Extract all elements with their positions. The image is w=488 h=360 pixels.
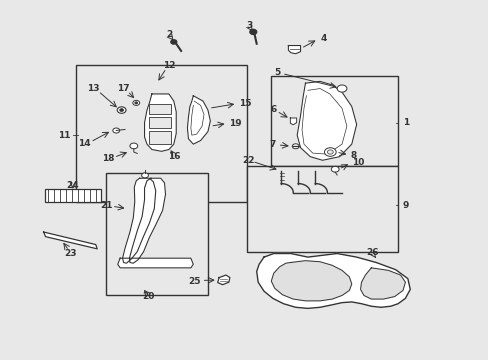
- Text: 12: 12: [163, 61, 175, 70]
- Polygon shape: [129, 178, 165, 263]
- Polygon shape: [290, 118, 296, 125]
- Text: 14: 14: [78, 139, 91, 148]
- Circle shape: [324, 148, 335, 156]
- Text: 8: 8: [350, 151, 356, 160]
- Circle shape: [113, 128, 120, 133]
- Text: 9: 9: [402, 201, 408, 210]
- Polygon shape: [122, 178, 156, 263]
- Circle shape: [120, 109, 123, 112]
- Text: 19: 19: [228, 119, 241, 128]
- Polygon shape: [288, 45, 300, 54]
- Circle shape: [142, 173, 148, 178]
- Polygon shape: [43, 232, 97, 249]
- Text: 3: 3: [246, 21, 252, 30]
- Text: 24: 24: [66, 181, 79, 190]
- Text: 15: 15: [238, 99, 251, 108]
- Polygon shape: [144, 94, 176, 151]
- Text: 1: 1: [402, 118, 408, 127]
- Circle shape: [327, 150, 332, 154]
- Circle shape: [135, 102, 138, 104]
- Bar: [149, 131, 171, 144]
- Circle shape: [170, 40, 176, 44]
- Polygon shape: [271, 261, 351, 301]
- Bar: [76, 65, 246, 202]
- Text: 23: 23: [64, 249, 77, 258]
- Bar: [149, 104, 171, 114]
- Circle shape: [249, 30, 256, 35]
- Text: 11: 11: [58, 131, 70, 140]
- Circle shape: [292, 144, 299, 149]
- Polygon shape: [256, 253, 409, 309]
- Text: 18: 18: [102, 154, 114, 163]
- Polygon shape: [118, 258, 193, 268]
- Text: 13: 13: [87, 84, 100, 93]
- Polygon shape: [360, 268, 405, 299]
- Text: 7: 7: [269, 140, 275, 149]
- Bar: [246, 166, 397, 252]
- Polygon shape: [187, 96, 210, 144]
- Text: 16: 16: [167, 152, 180, 161]
- Circle shape: [336, 85, 346, 92]
- Text: 10: 10: [351, 158, 364, 167]
- Polygon shape: [217, 275, 229, 285]
- Text: 6: 6: [270, 105, 276, 114]
- Text: 4: 4: [320, 34, 326, 43]
- Text: 22: 22: [242, 156, 254, 165]
- Text: 2: 2: [165, 30, 172, 39]
- Text: 17: 17: [117, 84, 130, 93]
- Text: 21: 21: [101, 201, 113, 210]
- Text: 26: 26: [366, 248, 378, 257]
- Text: 25: 25: [188, 276, 200, 285]
- Bar: [44, 189, 101, 202]
- Circle shape: [130, 143, 138, 149]
- Bar: [271, 76, 397, 166]
- Circle shape: [117, 107, 126, 113]
- Bar: [149, 117, 171, 128]
- Text: 20: 20: [142, 292, 154, 301]
- Circle shape: [133, 100, 140, 105]
- Bar: [105, 173, 207, 295]
- Text: 5: 5: [273, 68, 280, 77]
- Polygon shape: [297, 81, 356, 160]
- Circle shape: [330, 166, 338, 172]
